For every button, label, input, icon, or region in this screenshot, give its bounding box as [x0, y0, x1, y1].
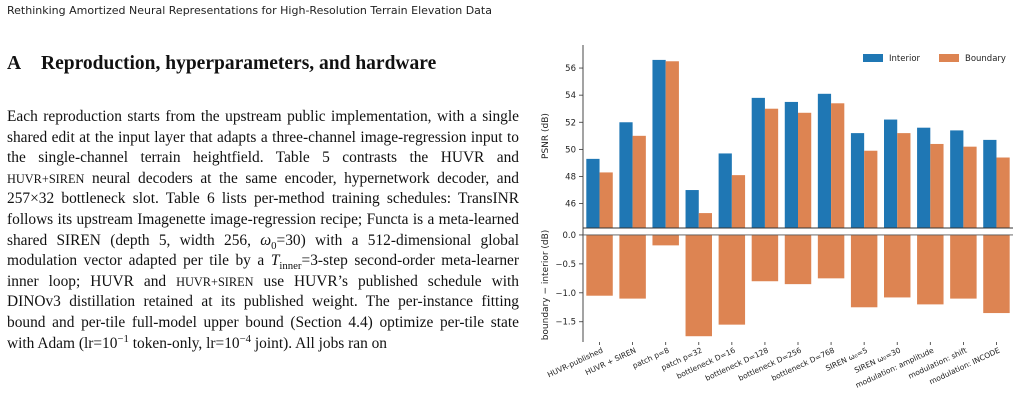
y-tick-label: 56: [565, 64, 576, 74]
subscript: inner: [279, 260, 302, 273]
small-caps: HUVR+SIREN: [7, 171, 85, 186]
bar: [950, 130, 964, 228]
subscript: 0: [271, 239, 277, 252]
math-symbol: ω: [260, 231, 272, 249]
bar: [850, 234, 878, 308]
bar: [685, 234, 712, 337]
bar: [950, 234, 977, 299]
y-tick-label: −1.5: [555, 318, 576, 328]
y-axis-label: PSNR (dB): [541, 113, 551, 159]
bar: [599, 172, 613, 228]
text-run: use HUVR’s published schedule with DINOv…: [7, 272, 520, 352]
legend-label: Boundary: [965, 54, 1006, 64]
bar: [751, 234, 779, 282]
bar: [619, 234, 646, 299]
bar: [831, 103, 845, 228]
bar: [685, 190, 699, 228]
bar: [983, 139, 997, 228]
bar: [996, 157, 1010, 228]
bar: [731, 175, 746, 228]
bar: [917, 234, 944, 305]
bar: [698, 213, 712, 228]
legend-label: Interior: [889, 54, 921, 64]
bar: [718, 153, 732, 228]
bar: [884, 234, 911, 298]
text-run: =3-step second-order meta-learner inner …: [7, 252, 519, 290]
bar: [619, 122, 633, 228]
bar: [963, 146, 977, 228]
section-letter: A: [7, 53, 22, 74]
legend-swatch: [863, 54, 883, 62]
superscript: −1: [117, 332, 129, 345]
running-header: Rethinking Amortized Neural Representati…: [7, 4, 492, 17]
section-heading: A Reproduction, hyperparameters, and hard…: [7, 52, 507, 75]
section-title: Reproduction, hyperparameters, and hardw…: [41, 53, 437, 74]
bar: [930, 143, 944, 228]
bar: [652, 59, 666, 229]
bar: [751, 97, 765, 228]
bar: [665, 61, 679, 229]
superscript: −4: [239, 332, 252, 345]
bar: [784, 101, 798, 228]
bar: [632, 135, 646, 228]
bar: [884, 119, 898, 228]
y-tick-label: −0.5: [555, 260, 576, 270]
y-tick-label: 48: [565, 172, 576, 182]
bar: [586, 158, 600, 228]
paragraph: Each reproduction starts from the upstre…: [7, 107, 519, 354]
bar: [864, 150, 878, 228]
bar: [897, 133, 911, 228]
y-axis-label: boundary − interior (dB): [541, 230, 551, 341]
bar: [817, 234, 845, 279]
math-symbol: T: [270, 252, 280, 270]
y-tick-label: 50: [565, 145, 576, 155]
bar: [764, 108, 779, 228]
bar: [917, 127, 931, 228]
bar: [652, 234, 679, 246]
y-tick-label: 52: [565, 118, 576, 128]
y-tick-label: 0.0: [562, 231, 576, 241]
small-caps: HUVR+SIREN: [176, 274, 254, 289]
y-tick-label: 46: [565, 200, 576, 210]
bar: [798, 112, 812, 228]
bar: [784, 234, 812, 285]
y-tick-label: 54: [565, 91, 576, 101]
bar: [817, 93, 832, 228]
legend-swatch: [939, 54, 959, 62]
bar: [983, 234, 1010, 314]
text-run: neural decoders at the same encoder, hyp…: [7, 169, 519, 249]
y-tick-label: −1.0: [555, 289, 576, 299]
bar: [718, 234, 746, 325]
text-run: token-only, lr=10: [128, 334, 240, 352]
text-run: =30) with a 512-dimensional global modul…: [7, 231, 519, 270]
bar: [850, 133, 865, 228]
text-run: Each reproduction starts from the upstre…: [7, 108, 519, 167]
bar: [586, 234, 613, 296]
text-run: joint). All jobs ran on: [251, 334, 388, 352]
